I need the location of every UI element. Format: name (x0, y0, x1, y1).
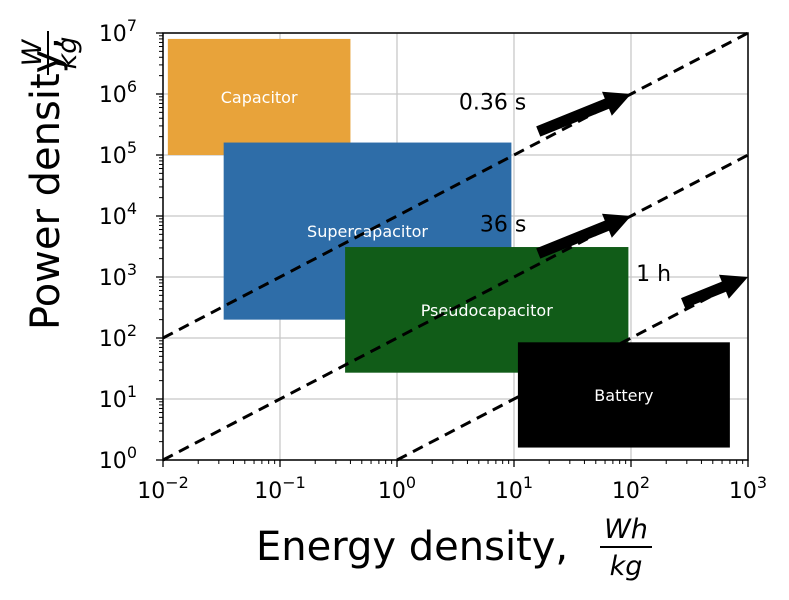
x-tick-label: 10−2 (137, 473, 189, 504)
y-tick-label: 101 (99, 382, 137, 413)
time-line-label: 36 s (480, 212, 526, 237)
x-tick-label: 10−1 (254, 473, 306, 504)
y-tick-label: 107 (99, 16, 137, 47)
y-axis-unit-denominator: kg (52, 37, 83, 70)
time-line-label: 0.36 s (459, 90, 526, 115)
y-tick-label: 106 (99, 77, 137, 108)
y-axis-label: Power density, W kg (17, 31, 83, 330)
plot-frame (162, 32, 749, 461)
x-tick-label: 102 (612, 473, 650, 504)
x-tick-label: 100 (378, 473, 416, 504)
time-line-dashed (162, 153, 749, 462)
x-tick-label: 101 (495, 473, 533, 504)
y-axis-unit-numerator: W (17, 38, 48, 66)
time-line-dashed (396, 275, 749, 462)
time-line-dashed (162, 31, 749, 340)
time-line-layer: 0.36 s 36 s 1 h (162, 31, 749, 462)
battery-label: Battery (594, 386, 653, 405)
y-tick-label: 105 (99, 138, 137, 169)
supercapacitor-label: Supercapacitor (307, 222, 428, 241)
x-tick-label: 103 (729, 473, 767, 504)
x-axis-unit-denominator: kg (610, 551, 643, 582)
x-axis-label: Energy density, Wh kg (256, 514, 652, 582)
capacitor-region (167, 38, 351, 155)
time-line-label: 1 h (636, 262, 671, 287)
region-layer: Capacitor Supercapacitor Pseudocapacitor Ba… (167, 38, 730, 448)
pseudocapacitor-label: Pseudocapacitor (421, 301, 554, 320)
time-line-arrow (536, 91, 631, 137)
y-axis-label-text: Power density, (23, 37, 69, 330)
y-tick-label: 100 (99, 443, 137, 474)
battery-region (517, 342, 730, 448)
y-tick-label: 103 (99, 260, 137, 291)
time-line-arrow (536, 213, 631, 259)
capacitor-label: Capacitor (221, 88, 298, 107)
x-axis-unit-numerator: Wh (604, 514, 648, 545)
y-tick-label: 104 (99, 199, 137, 230)
time-line-arrow (681, 274, 748, 309)
y-tick-label: 102 (99, 321, 137, 352)
x-axis-label-text: Energy density, (256, 524, 568, 570)
